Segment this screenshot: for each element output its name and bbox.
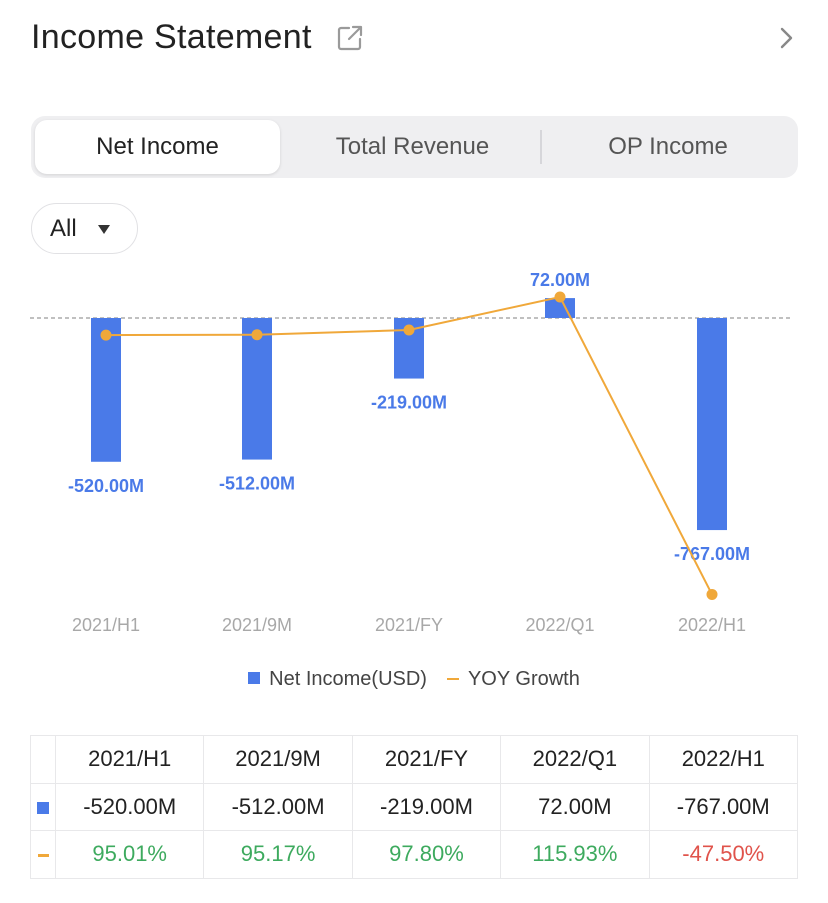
table-header-cell: 2021/FY	[351, 735, 502, 784]
chart-legend: Net Income(USD) YOY Growth	[0, 668, 828, 691]
table-cell: 95.17%	[203, 830, 353, 879]
yoy-point-2021/H1	[100, 329, 112, 341]
yoy-point-2021/9M	[251, 329, 263, 341]
bar-2021/9M	[242, 318, 272, 460]
bar-value-label: -520.00M	[68, 476, 144, 496]
legend-line-label: YOY Growth	[467, 668, 580, 690]
bar-marker-icon	[37, 801, 49, 814]
yoy-marker-cell	[30, 830, 56, 879]
table-header-cell: 2022/H1	[648, 735, 799, 784]
legend-line-swatch	[446, 678, 459, 680]
bar-value-label: -512.00M	[219, 474, 295, 494]
bar-value-label: -219.00M	[371, 393, 447, 413]
legend-bar-label: Net Income(USD)	[269, 668, 427, 690]
data-table: 2021/H1 2021/9M 2021/FY 2022/Q1 2022/H1 …	[30, 735, 799, 879]
metric-tabs: Net Income Total Revenue OP Income	[31, 116, 798, 178]
table-header-cell: 2021/H1	[54, 735, 205, 784]
table-header-cell: 2021/9M	[203, 735, 353, 784]
table-cell: -512.00M	[203, 782, 353, 831]
bar-value-label: -767.00M	[674, 544, 750, 564]
net-income-marker-cell	[30, 782, 56, 831]
period-filter-label: All	[50, 215, 77, 242]
bar-2021/H1	[91, 318, 121, 462]
legend-bar-swatch	[248, 672, 261, 684]
period-filter-dropdown[interactable]: All	[31, 203, 138, 254]
yoy-point-2022/H1	[706, 588, 718, 600]
external-link-icon[interactable]	[336, 24, 364, 52]
chevron-right-icon[interactable]	[779, 24, 795, 52]
table-cell: 72.00M	[500, 782, 650, 831]
table-cell: -520.00M	[54, 782, 205, 831]
tab-op-income[interactable]: OP Income	[608, 133, 728, 160]
tab-divider	[540, 130, 542, 164]
tab-net-income[interactable]: Net Income	[35, 120, 280, 174]
table-cell: -47.50%	[648, 830, 799, 879]
table-header-row: 2021/H1 2021/9M 2021/FY 2022/Q1 2022/H1	[30, 735, 799, 784]
table-cell: -767.00M	[648, 782, 799, 831]
yoy-point-2021/FY	[403, 324, 415, 336]
header: Income Statement	[31, 14, 801, 64]
table-cell: 95.01%	[54, 830, 205, 879]
bar-2022/H1	[697, 318, 727, 531]
net-income-chart: -520.00M -512.00M -219.00M 72.00M -767.00M 20…	[30, 270, 790, 635]
table-row-yoy-growth: 95.01% 95.17% 97.80% 115.93% -47.50%	[30, 830, 799, 879]
x-tick-label: 2022/Q1	[525, 615, 594, 635]
line-marker-icon	[37, 853, 49, 857]
yoy-point-2022/Q1	[554, 291, 566, 303]
x-tick-label: 2022/H1	[678, 615, 746, 635]
tab-total-revenue[interactable]: Total Revenue	[335, 133, 490, 160]
table-cell: 115.93%	[500, 830, 650, 879]
bar-value-label: 72.00M	[530, 270, 590, 290]
x-tick-label: 2021/9M	[222, 615, 292, 635]
table-corner-cell	[30, 735, 56, 784]
x-tick-label: 2021/H1	[72, 615, 140, 635]
table-header-cell: 2022/Q1	[500, 735, 650, 784]
table-row-net-income: -520.00M -512.00M -219.00M 72.00M -767.0…	[30, 782, 799, 831]
caret-down-icon	[98, 225, 110, 234]
table-cell: 97.80%	[351, 830, 502, 879]
table-cell: -219.00M	[351, 782, 502, 831]
x-tick-label: 2021/FY	[375, 615, 443, 635]
page-title: Income Statement	[31, 18, 312, 56]
